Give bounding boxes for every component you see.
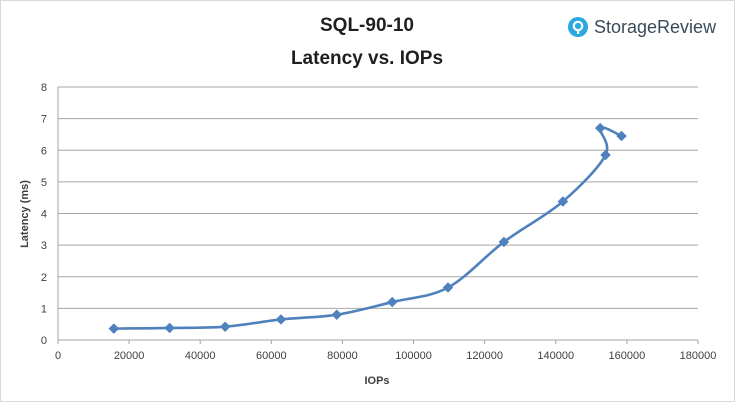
y-tick-label: 7 <box>41 114 47 126</box>
y-tick-label: 6 <box>41 145 47 157</box>
brand-logo: StorageReview <box>568 17 717 37</box>
x-tick-label: 180000 <box>680 350 717 362</box>
x-tick-label: 160000 <box>609 350 646 362</box>
y-tick-label: 1 <box>41 303 47 315</box>
data-point-marker <box>219 321 231 333</box>
data-point-marker <box>600 149 611 161</box>
x-tick-label: 100000 <box>395 350 432 362</box>
data-point-marker <box>594 122 606 134</box>
y-tick-label: 8 <box>41 82 47 94</box>
storagereview-logo-icon <box>568 17 588 37</box>
x-tick-label: 120000 <box>466 350 503 362</box>
x-tick-label: 0 <box>55 350 61 362</box>
data-point-marker <box>557 196 569 207</box>
chart-subtitle: Latency vs. IOPs <box>291 48 443 69</box>
y-axis-label: Latency (ms) <box>19 180 31 248</box>
data-point-marker <box>386 296 398 308</box>
x-tick-label: 40000 <box>185 350 216 362</box>
y-tick-label: 2 <box>41 272 47 284</box>
data-point-marker <box>164 322 175 334</box>
series-line <box>112 126 623 330</box>
series-layer <box>112 126 623 330</box>
x-tick-label: 140000 <box>537 350 574 362</box>
y-tick-label: 5 <box>41 177 47 189</box>
chart-title: SQL-90-10 <box>320 15 414 36</box>
data-point-marker <box>331 309 343 321</box>
data-point-marker <box>108 323 120 334</box>
x-tick-label: 60000 <box>256 350 287 362</box>
y-tick-label: 4 <box>41 209 47 221</box>
data-point-marker <box>442 282 454 293</box>
data-point-marker <box>275 314 287 325</box>
x-tick-label: 80000 <box>327 350 358 362</box>
brand-logo-text: StorageReview <box>594 17 717 37</box>
data-point-marker <box>498 236 510 248</box>
gridlines <box>58 86 698 309</box>
axes <box>57 87 699 344</box>
tick-labels: 0 1 2 3 4 5 6 7 8 0 20000 40000 60000 80000 100000 1200… <box>41 82 716 362</box>
data-point-marker <box>616 130 627 142</box>
x-tick-label: 20000 <box>114 350 145 362</box>
marker-layer <box>108 122 627 334</box>
y-tick-label: 0 <box>41 335 47 347</box>
x-axis-label: IOPs <box>364 375 389 387</box>
y-tick-label: 3 <box>41 240 47 252</box>
